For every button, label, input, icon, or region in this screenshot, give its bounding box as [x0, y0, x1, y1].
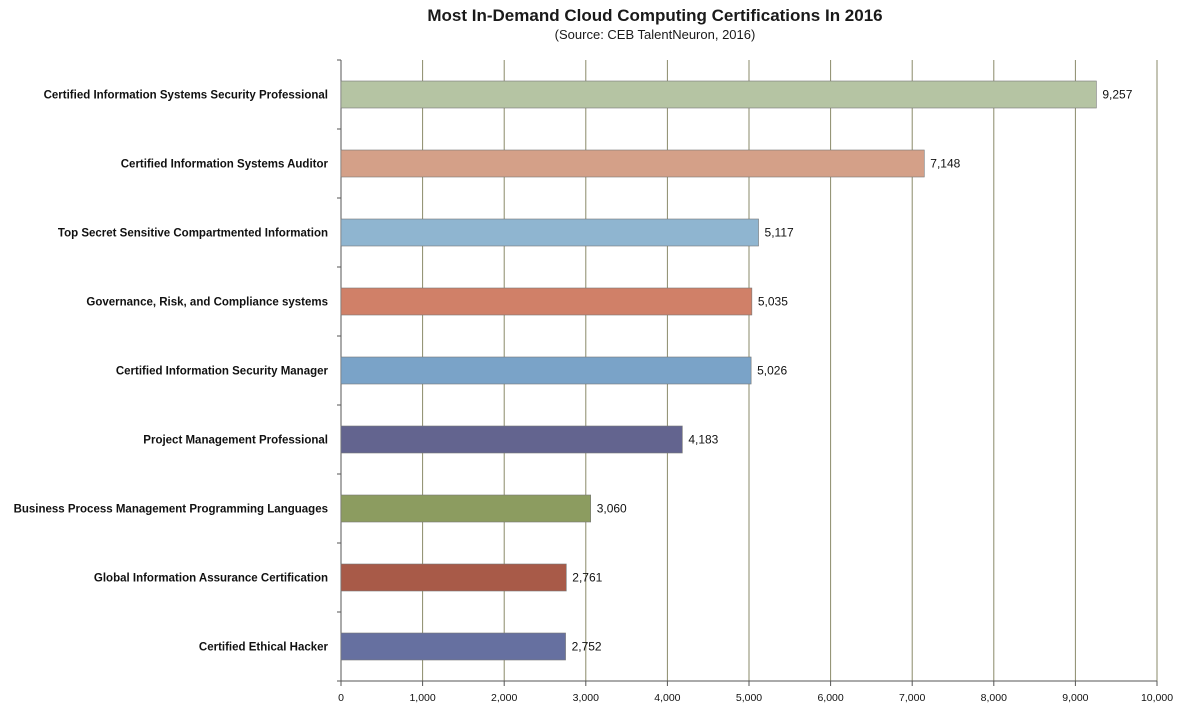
category-label: Certified Information Systems Security P… [44, 90, 328, 102]
x-tick-label: 9,000 [1062, 692, 1088, 704]
category-label: Global Information Assurance Certificati… [94, 573, 328, 585]
data-label: 5,026 [757, 364, 787, 378]
bar [340, 632, 566, 661]
bar [340, 563, 567, 592]
x-tick-label: 6,000 [817, 692, 843, 704]
data-label: 2,761 [572, 571, 602, 585]
x-tick-label: 8,000 [981, 692, 1007, 704]
x-tick-label: 10,000 [1141, 692, 1173, 704]
bar [340, 80, 1097, 109]
bar [340, 218, 759, 247]
category-label: Governance, Risk, and Compliance systems [86, 297, 328, 309]
data-label: 7,148 [930, 157, 960, 171]
category-label: Business Process Management Programming … [14, 504, 328, 516]
bar [340, 356, 752, 385]
data-label: 5,117 [765, 226, 794, 240]
bar [340, 287, 753, 316]
bar [340, 149, 925, 178]
x-tick-label: 4,000 [654, 692, 680, 704]
data-label: 2,752 [572, 640, 602, 654]
category-label: Certified Information Systems Auditor [121, 159, 329, 171]
x-tick-label: 2,000 [491, 692, 517, 704]
data-label: 9,257 [1102, 88, 1132, 102]
category-label: Project Management Professional [143, 435, 328, 447]
x-tick-label: 0 [338, 692, 344, 704]
chart-title: Most In-Demand Cloud Computing Certifica… [427, 6, 883, 25]
bar [340, 425, 683, 454]
data-label: 3,060 [597, 502, 627, 516]
category-label: Certified Ethical Hacker [199, 642, 329, 654]
x-tick-label: 3,000 [573, 692, 599, 704]
data-label: 5,035 [758, 295, 788, 309]
x-tick-label: 7,000 [899, 692, 925, 704]
bar [340, 494, 591, 523]
x-tick-label: 5,000 [736, 692, 762, 704]
data-label: 4,183 [688, 433, 718, 447]
chart-subtitle: (Source: CEB TalentNeuron, 2016) [554, 27, 756, 42]
x-tick-label: 1,000 [409, 692, 435, 704]
category-label: Top Secret Sensitive Compartmented Infor… [58, 228, 328, 240]
category-label: Certified Information Security Manager [116, 366, 329, 378]
